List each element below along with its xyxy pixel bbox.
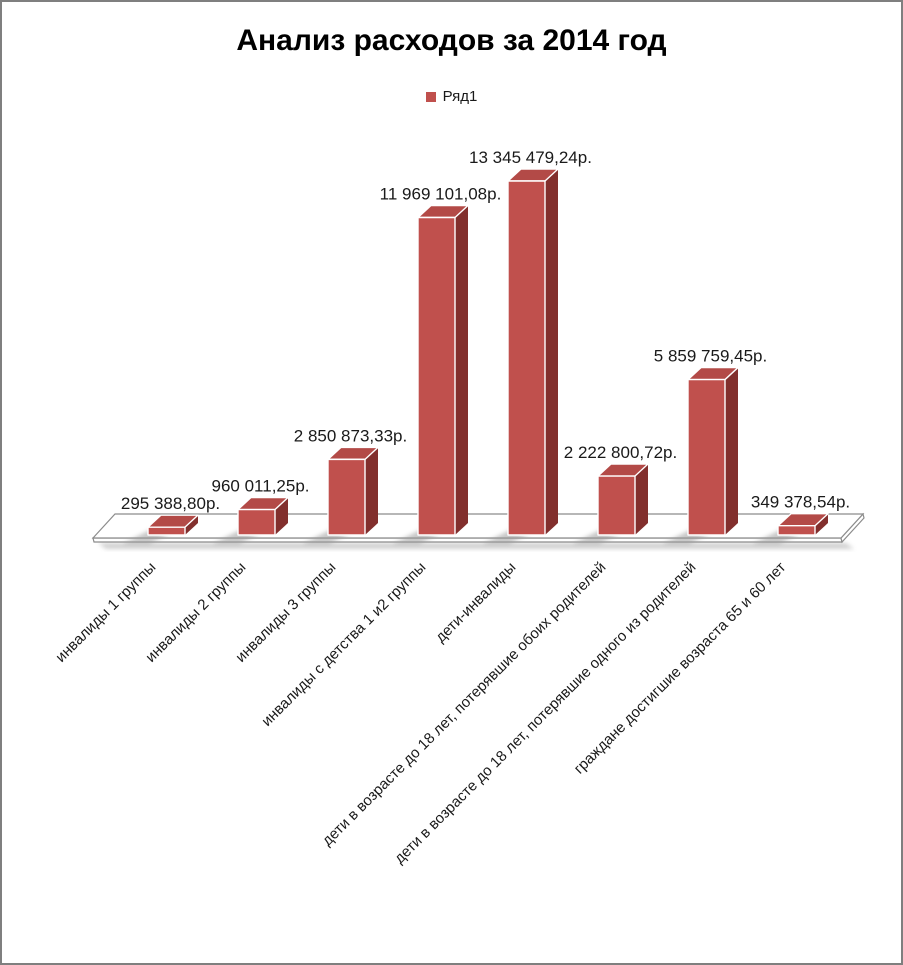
bar-front-face	[507, 180, 546, 536]
bar-front-face	[597, 475, 636, 536]
bar-side-face	[815, 513, 828, 535]
bar	[507, 168, 559, 536]
chart-floor	[91, 513, 865, 539]
bar-side-face	[365, 447, 378, 535]
bar-front-face	[417, 216, 456, 536]
legend-swatch-icon	[425, 91, 436, 102]
bar-side-face	[635, 464, 648, 535]
category-axis-label: инвалиды 3 группы	[232, 559, 339, 666]
category-axis-label: инвалиды 1 группы	[52, 559, 159, 666]
category-axis-label: граждане достигшие возраста 65 и 60 лет	[571, 559, 790, 778]
bar-value-label: 2 222 800,72р.	[564, 443, 677, 462]
bar-front-face	[327, 458, 366, 536]
bar	[237, 496, 289, 536]
bar	[147, 514, 199, 536]
legend-label: Ряд1	[442, 88, 478, 105]
bar-front-face	[147, 526, 186, 536]
bar-value-label: 13 345 479,24р.	[469, 148, 592, 167]
bar	[597, 463, 649, 536]
bar-side-face	[545, 169, 558, 535]
chart-title: Анализ расходов за 2014 год	[236, 24, 667, 57]
bar-value-label: 960 011,25р.	[212, 477, 310, 496]
category-axis-label: дети-инвалиды	[432, 559, 519, 646]
bar-value-label: 5 859 759,45р.	[654, 347, 767, 366]
bar-front-face	[777, 525, 816, 536]
bar-side-face	[185, 515, 198, 535]
bar-side-face	[455, 205, 468, 535]
bar-value-label: 295 388,80р.	[121, 494, 220, 513]
category-axis-label: инвалиды 2 группы	[142, 559, 249, 666]
bar-value-label: 2 850 873,33р.	[294, 426, 407, 445]
bar-value-label: 11 969 101,08р.	[380, 185, 502, 204]
bar-side-face	[725, 367, 738, 535]
bar-front-face	[687, 378, 726, 536]
floor-shadow	[98, 543, 854, 549]
bar	[327, 446, 379, 536]
bar	[777, 513, 829, 536]
bar-value-label: 349 378,54р.	[751, 493, 850, 512]
category-axis-label: инвалиды с детства 1 и2 группы	[258, 559, 429, 730]
legend: Ряд1	[2, 88, 901, 105]
bar-front-face	[237, 508, 276, 536]
bar	[687, 366, 739, 536]
category-axis-label: дети в возрасте до 18 лет, потерявшие од…	[391, 559, 699, 867]
bar	[417, 204, 469, 536]
